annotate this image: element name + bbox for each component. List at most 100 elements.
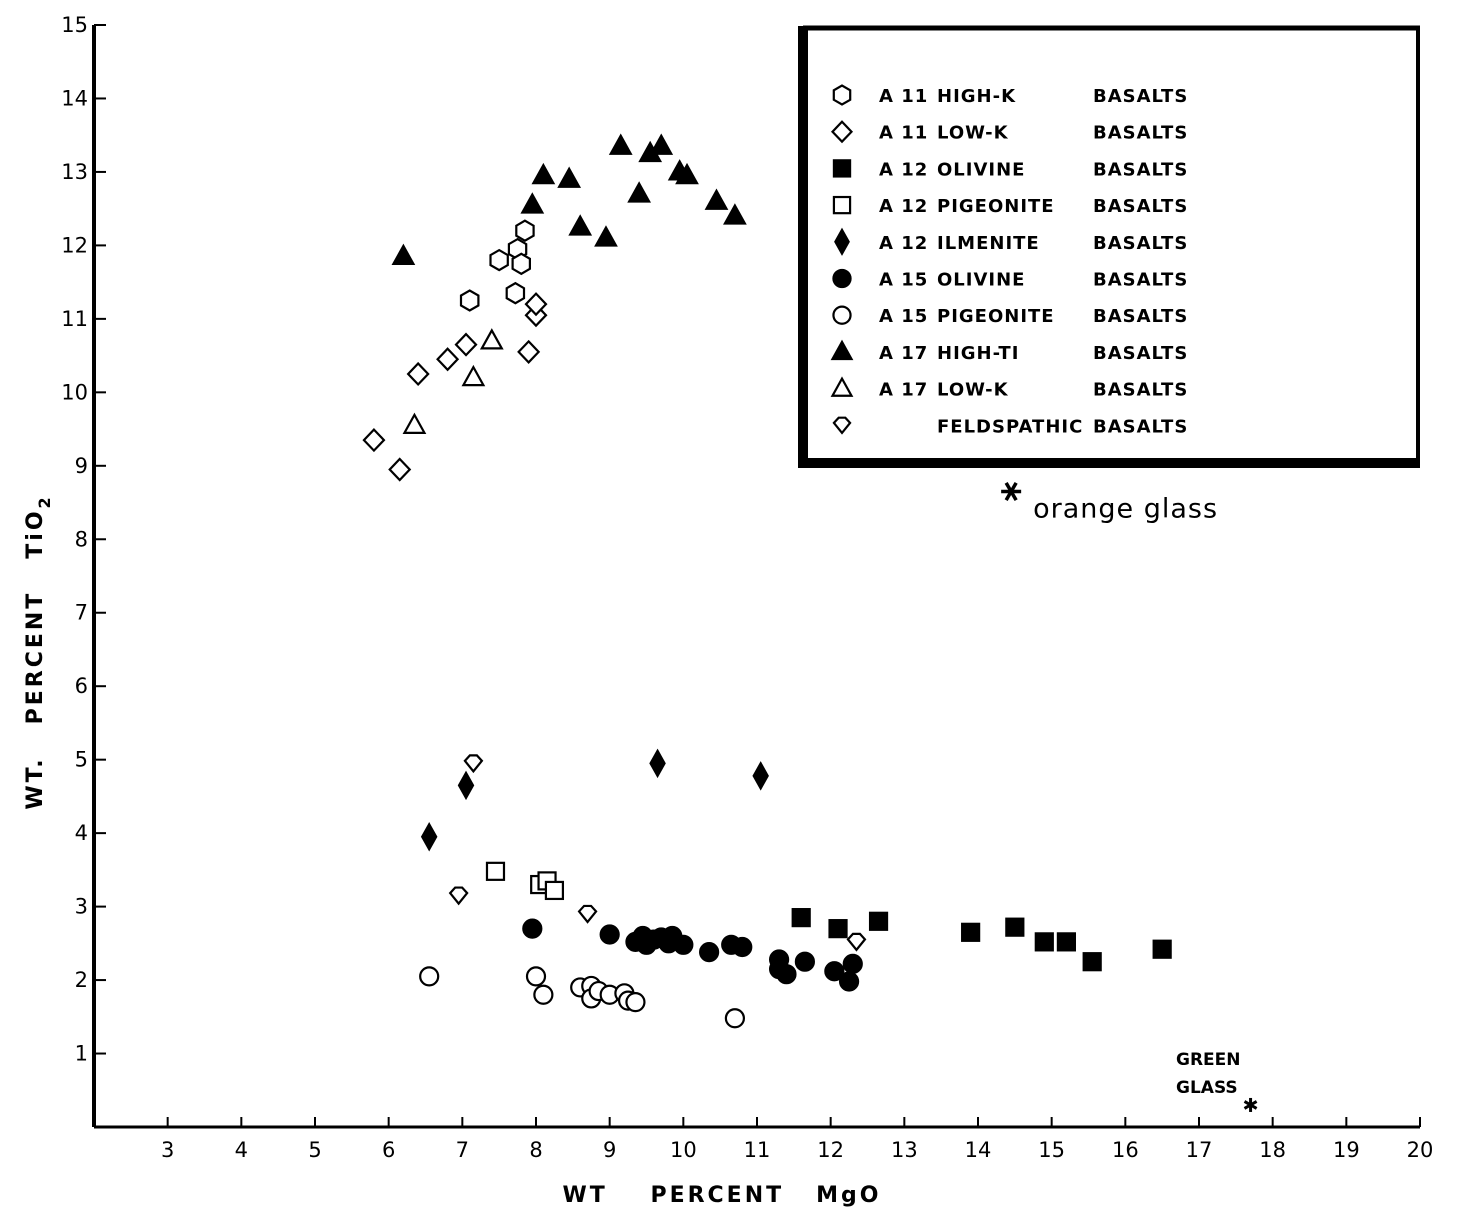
legend-kind: BASALTS xyxy=(1093,233,1188,254)
x-tick-label: 18 xyxy=(1259,1138,1286,1162)
x-tick-label: 4 xyxy=(235,1138,248,1162)
x-tick-label: 6 xyxy=(382,1138,395,1162)
data-point xyxy=(489,248,509,272)
data-point xyxy=(362,427,386,453)
legend-entry: FELDSPATHIC BASALTS xyxy=(832,416,1188,437)
x-tick-label: 5 xyxy=(308,1138,321,1162)
x-tick-label: 9 xyxy=(603,1138,616,1162)
legend-entry: A 12 OLIVINE BASALTS xyxy=(832,159,1187,180)
legend-rock-type: PIGEONITE xyxy=(937,306,1055,327)
data-point xyxy=(577,904,598,924)
data-point xyxy=(448,886,469,906)
legend-mission: A 15 xyxy=(879,306,928,327)
legend-entry: A 12 ILMENITE BASALTS xyxy=(834,227,1188,256)
legend-mission: A 12 xyxy=(879,159,928,180)
legend-mission: A 12 xyxy=(879,233,928,254)
data-point xyxy=(1005,917,1025,937)
data-point xyxy=(454,332,478,357)
legend-marker xyxy=(830,120,854,144)
data-point xyxy=(459,289,480,312)
legend-kind: BASALTS xyxy=(1093,123,1188,144)
legend-rock-type: LOW-K xyxy=(937,380,1009,401)
legend-entry: A 17 HIGH-TI BASALTS xyxy=(830,339,1188,364)
legend-kind: BASALTS xyxy=(1093,86,1188,107)
y-tick-label: 13 xyxy=(61,160,88,184)
data-point xyxy=(517,339,541,365)
legend-rock-type: ILMENITE xyxy=(937,233,1040,254)
legend-kind: BASALTS xyxy=(1093,380,1188,401)
x-tick-label: 10 xyxy=(670,1138,697,1162)
data-point xyxy=(868,911,889,931)
data-point xyxy=(828,919,848,939)
data-point xyxy=(724,1008,746,1029)
y-tick-label: 3 xyxy=(75,895,88,919)
y-tick-label: 4 xyxy=(75,821,88,845)
data-point xyxy=(704,188,729,210)
legend-marker xyxy=(832,268,852,289)
data-point xyxy=(485,861,506,881)
data-point xyxy=(1056,932,1077,952)
data-point xyxy=(436,347,460,372)
legend-entry: A 12 PIGEONITE BASALTS xyxy=(832,195,1187,217)
series-hexagon-open xyxy=(459,219,535,312)
data-point xyxy=(420,822,438,852)
data-point xyxy=(732,936,753,958)
data-point xyxy=(568,214,593,236)
legend-marker xyxy=(832,195,852,215)
legend-marker xyxy=(832,305,852,325)
legend: A 11 HIGH-K BASALTS A 11 LOW-K BASALTS A 12 OLI… xyxy=(798,25,1420,468)
data-point xyxy=(594,225,618,247)
data-point xyxy=(961,922,981,942)
y-axis-title: WT. PERCENT TiO2 xyxy=(23,494,54,809)
data-point xyxy=(522,918,543,939)
legend-marker xyxy=(834,227,850,256)
data-point xyxy=(673,934,694,955)
x-tick-label: 3 xyxy=(161,1138,174,1162)
data-point xyxy=(675,162,699,185)
y-tick-label: 1 xyxy=(75,1042,88,1066)
series-diamond-open xyxy=(362,292,548,482)
data-point xyxy=(649,133,674,155)
y-tick-label: 9 xyxy=(75,454,88,478)
legend-marker xyxy=(830,339,854,361)
legend-mission: A 17 xyxy=(879,380,928,401)
data-point xyxy=(544,880,565,901)
data-point xyxy=(846,932,867,952)
data-point xyxy=(531,162,556,185)
legend-rock-type: PIGEONITE xyxy=(937,196,1055,217)
points-layer xyxy=(362,133,1172,1029)
data-point xyxy=(1152,939,1172,959)
green-glass-label-line2: GLASS xyxy=(1176,1078,1238,1098)
legend-rock-type: HIGH-K xyxy=(937,86,1016,107)
x-tick-label: 15 xyxy=(1038,1138,1065,1162)
x-tick-label: 8 xyxy=(529,1138,542,1162)
star-stroke xyxy=(1004,481,1018,502)
data-point xyxy=(515,219,535,242)
x-tick-label: 17 xyxy=(1186,1138,1213,1162)
orange-glass-label: orange glass xyxy=(1033,494,1218,525)
data-point xyxy=(599,924,620,945)
x-tick-label: 13 xyxy=(891,1138,918,1162)
legend-entry: A 15 PIGEONITE BASALTS xyxy=(832,305,1188,327)
y-tick-label: 10 xyxy=(61,380,88,404)
data-point xyxy=(402,412,427,434)
legend-entry: A 11 LOW-K BASALTS xyxy=(830,120,1188,144)
legend-kind: BASALTS xyxy=(1093,416,1188,437)
data-point xyxy=(723,203,747,225)
x-tick-label: 14 xyxy=(965,1138,992,1162)
data-point xyxy=(505,281,526,305)
series-triangle-open xyxy=(402,328,504,434)
legend-marker xyxy=(830,376,854,397)
x-tick-label: 7 xyxy=(456,1138,469,1162)
x-axis-title: WT PERCENT MgO xyxy=(563,1183,882,1208)
annotations-layer: orange glass GREEN GLASS xyxy=(1001,481,1258,1112)
legend-kind: BASALTS xyxy=(1093,270,1188,291)
data-point xyxy=(791,908,811,928)
data-point xyxy=(479,328,504,350)
legend-mission: A 11 xyxy=(879,86,928,107)
data-point xyxy=(649,748,666,779)
data-point xyxy=(388,457,412,482)
legend-kind: BASALTS xyxy=(1093,343,1188,364)
legend-marker xyxy=(832,416,852,435)
legend-kind: BASALTS xyxy=(1093,306,1188,327)
